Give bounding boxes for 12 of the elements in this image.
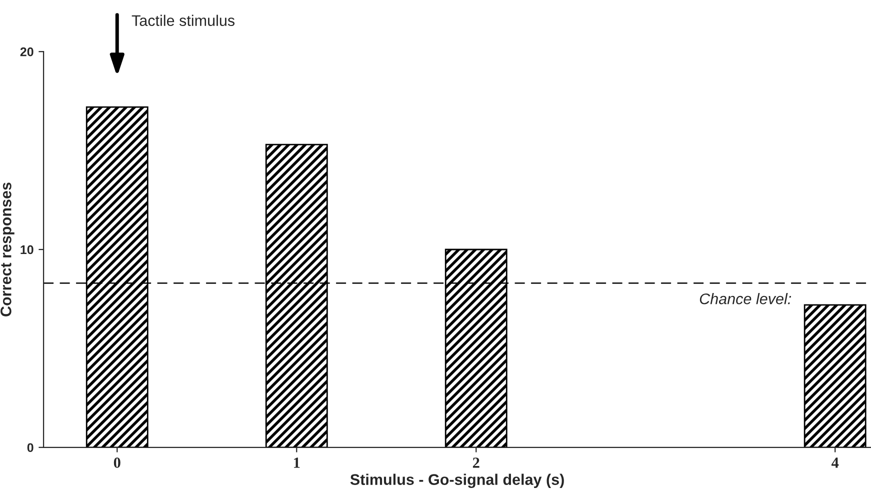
- x-tick-label: 1: [294, 458, 300, 468]
- y-axis-title: Correct responses: [0, 182, 14, 316]
- x-axis-title: Stimulus - Go-signal delay (s): [350, 474, 564, 488]
- y-tick-label: 0: [27, 443, 34, 452]
- text: Tactile stimulus: [132, 14, 235, 26]
- y-tick-label: 10: [20, 245, 34, 254]
- x-tick-label: 2: [472, 458, 480, 468]
- x-tick-label: 4: [831, 458, 839, 468]
- ref-line-label: Chance level:: [700, 293, 792, 304]
- x-tick-label: 0: [114, 458, 120, 468]
- y-tick-label: 20: [20, 47, 34, 56]
- bar: [804, 304, 866, 448]
